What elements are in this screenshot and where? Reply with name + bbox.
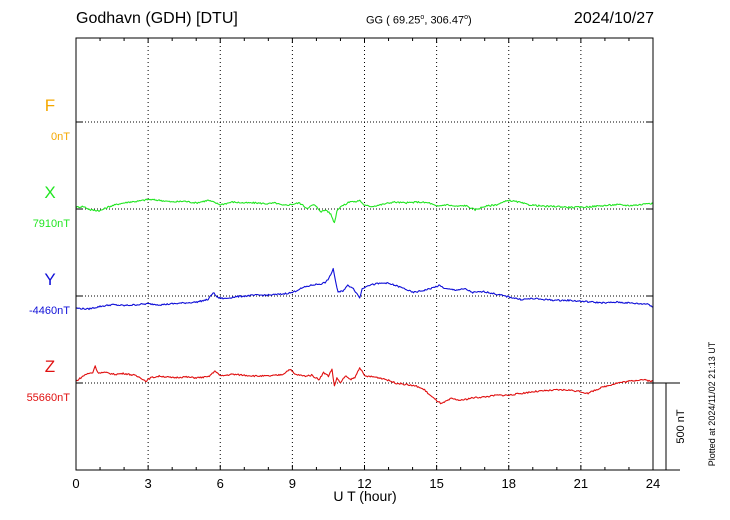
axis-ticks xyxy=(75,38,654,470)
series-name-x: X xyxy=(44,183,55,202)
series-lines xyxy=(75,198,654,405)
x-tick-label: 18 xyxy=(502,476,516,491)
x-tick-label: 15 xyxy=(429,476,443,491)
scale-bar: 500 nT xyxy=(653,382,687,471)
scale-bar-label: 500 nT xyxy=(675,409,687,444)
x-tick-label: 9 xyxy=(289,476,296,491)
axis-labels: 0 3 6 9 12 15 18 21 24 F 0nT X 7910nT Y -4460nT Z 55660n… xyxy=(27,96,661,491)
coords-mid: , 306.47 xyxy=(424,14,465,27)
chart-date: 2024/10/27 xyxy=(573,10,654,27)
series-line-x xyxy=(75,198,654,224)
degree-mark-lon: o xyxy=(464,14,468,21)
x-tick-label: 3 xyxy=(145,476,152,491)
x-tick-label: 0 xyxy=(72,476,79,491)
degree-mark-lat: o xyxy=(420,14,425,21)
x-tick-label: 21 xyxy=(574,476,588,491)
coords-suffix: ) xyxy=(468,14,472,27)
series-name-y: Y xyxy=(44,270,55,289)
baseline-lines xyxy=(76,121,653,384)
coords-prefix: GG ( 69.25 xyxy=(366,14,421,27)
series-baseline-label-y: -4460nT xyxy=(29,305,70,317)
series-line-y xyxy=(75,267,654,311)
grid-lines xyxy=(147,38,582,470)
series-name-f: F xyxy=(45,96,55,115)
x-tick-label: 12 xyxy=(357,476,371,491)
x-tick-label: 24 xyxy=(646,476,660,491)
x-tick-label: 6 xyxy=(217,476,224,491)
plotted-timestamp: Plotted at 2024/11/02 21:13 UT xyxy=(707,341,717,467)
station-title: Godhavn (GDH) [DTU] xyxy=(76,10,238,27)
station-coordinates: GG ( 69.25o, 306.47o) xyxy=(366,14,472,27)
series-name-z: Z xyxy=(45,357,55,376)
series-line-z xyxy=(75,365,654,405)
x-axis-title: U T (hour) xyxy=(333,488,397,504)
series-baseline-label-z: 55660nT xyxy=(27,392,71,404)
series-baseline-label-x: 7910nT xyxy=(33,218,71,230)
series-baseline-label-f: 0nT xyxy=(51,131,70,143)
